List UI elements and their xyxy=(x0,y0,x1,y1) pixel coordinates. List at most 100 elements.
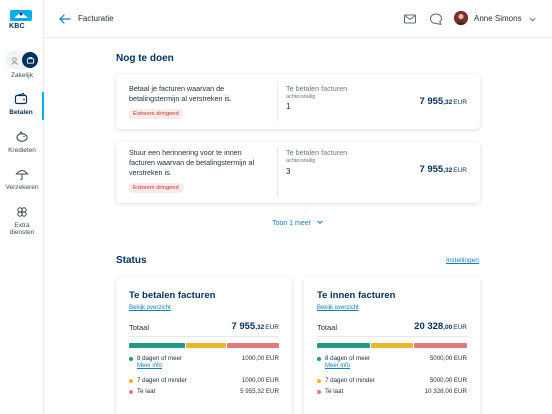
page-title: Facturatie xyxy=(78,14,114,23)
business-toggle-label: Zakelijk xyxy=(10,72,34,79)
legend-row: Te laat 5 955,32 EUR xyxy=(129,388,279,398)
private-mode-icon[interactable] xyxy=(7,53,21,67)
legend-dot-yellow xyxy=(129,379,133,383)
legend-label: Te laat xyxy=(325,388,344,395)
kbc-logo[interactable] xyxy=(9,9,33,33)
task-card[interactable]: Stuur een herinnering voor te innen fact… xyxy=(116,142,480,203)
top-header: Facturatie Anne Simons xyxy=(44,0,552,38)
back-arrow-icon[interactable] xyxy=(58,12,72,26)
legend-label: 8 dagen of meer xyxy=(137,355,183,362)
sidebar-item-label: Kredieten xyxy=(8,147,36,154)
total-main: 7 955 xyxy=(231,321,256,332)
bar-segment-late xyxy=(413,343,467,348)
legend-value: 5000,00 EUR xyxy=(429,355,467,362)
kbc-logo-text: KBC xyxy=(9,23,25,30)
status-card-title: Te betalen facturen xyxy=(129,290,216,301)
bar-segment-7-days-or-less xyxy=(371,343,413,348)
task-column-label: Te betalen facturen xyxy=(286,148,348,157)
task-amount: 7 955,32EUR xyxy=(419,96,467,107)
card-separator xyxy=(129,336,279,337)
total-label: Totaal xyxy=(317,323,338,332)
sidebar-item-extra-diensten[interactable]: Extra diensten xyxy=(0,205,44,236)
legend-value: 5 955,32 EUR xyxy=(240,388,279,395)
sidebar-item-kredieten[interactable]: Kredieten xyxy=(0,130,44,154)
task-column-sublabel: achterstallig xyxy=(286,94,316,100)
status-bar xyxy=(129,343,279,348)
legend-label: 7 dagen of minder xyxy=(325,377,375,384)
kbc-logo-icon xyxy=(10,10,32,21)
legend-row: 8 dagen of meer 1000,00 EUR Meer info xyxy=(129,355,279,369)
task-description: Betaal je facturen waarvan de betalingst… xyxy=(129,84,232,103)
show-more-button[interactable]: Toon 1 meer xyxy=(116,218,480,227)
user-avatar[interactable] xyxy=(454,11,468,25)
umbrella-icon xyxy=(15,169,29,181)
total-decimals: ,32 xyxy=(255,324,265,331)
bar-segment-8-days-plus xyxy=(129,343,186,348)
chevron-down-icon[interactable] xyxy=(528,15,537,24)
business-mode-icon[interactable] xyxy=(22,52,38,68)
task-column-sublabel: achterstallig xyxy=(286,158,316,164)
legend-dot-green xyxy=(129,357,133,361)
sidebar-item-label: Betalen xyxy=(9,109,33,116)
view-overview-link[interactable]: Bekijk overzicht xyxy=(317,305,359,311)
total-currency: EUR xyxy=(453,324,467,331)
legend-row: 7 dagen of minder 1000,00 EUR xyxy=(129,377,279,387)
sidebar-item-label: diensten xyxy=(9,229,35,236)
status-card-receivables: Te innen facturen Bekijk overzicht Totaa… xyxy=(304,277,480,414)
amount-currency: EUR xyxy=(453,99,467,106)
settings-link[interactable]: Instellingen xyxy=(446,257,479,264)
more-info-link[interactable]: Meer info xyxy=(325,363,351,369)
sidebar: KBC Zakelijk Betalen Kredieten Verzekere… xyxy=(0,0,44,414)
invoice-count: 1 xyxy=(286,102,291,111)
status-section-title: Status xyxy=(116,255,147,266)
legend-dot-yellow xyxy=(317,379,321,383)
piggy-bank-icon xyxy=(16,131,28,142)
legend-row: Te laat 10 328,00 EUR xyxy=(317,388,467,398)
total-amount: 20 328,00EUR xyxy=(414,321,467,332)
amount-decimals: ,32 xyxy=(443,167,453,174)
legend-value: 1000,00 EUR xyxy=(241,377,279,384)
legend-label: 7 dagen of minder xyxy=(137,377,187,384)
more-info-link[interactable]: Meer info xyxy=(137,363,163,369)
view-overview-link[interactable]: Bekijk overzicht xyxy=(129,305,171,311)
bar-segment-7-days-or-less xyxy=(186,343,227,348)
legend-label: Te laat xyxy=(137,388,156,395)
status-card-title: Te innen facturen xyxy=(317,290,396,301)
legend-value: 1000,00 EUR xyxy=(241,355,279,362)
task-amount: 7 955,32EUR xyxy=(419,164,467,175)
sidebar-item-label: Extra xyxy=(14,222,30,229)
total-main: 20 328 xyxy=(414,321,444,332)
business-toggle[interactable] xyxy=(5,51,39,69)
status-card-payables: Te betalen facturen Bekijk overzicht Tot… xyxy=(116,277,292,414)
legend-dot-red xyxy=(129,390,133,394)
sidebar-item-verzekeren[interactable]: Verzekeren xyxy=(0,167,44,191)
legend-value: 5000,00 EUR xyxy=(429,377,467,384)
urgency-badge: Extreem dringend xyxy=(129,109,183,119)
total-decimals: ,00 xyxy=(443,324,453,331)
card-separator xyxy=(317,336,467,337)
amount-main: 7 955 xyxy=(419,96,444,107)
chevron-down-icon xyxy=(317,220,323,224)
bar-segment-8-days-plus xyxy=(317,343,371,348)
amount-main: 7 955 xyxy=(419,164,444,175)
wallet-icon xyxy=(14,92,28,105)
extra-services-icon xyxy=(17,207,27,217)
legend-dot-red xyxy=(317,390,321,394)
legend-value: 10 328,00 EUR xyxy=(424,388,467,395)
task-card[interactable]: Betaal je facturen waarvan de betalingst… xyxy=(116,74,480,129)
legend-row: 8 dagen of meer 5000,00 EUR Meer info xyxy=(317,355,467,369)
sidebar-item-betalen[interactable]: Betalen xyxy=(0,92,44,120)
chat-icon[interactable] xyxy=(429,12,443,26)
total-label: Totaal xyxy=(129,323,150,332)
todo-section-title: Nog te doen xyxy=(116,53,174,64)
legend-row: 7 dagen of minder 5000,00 EUR xyxy=(317,377,467,387)
mail-icon[interactable] xyxy=(403,12,417,26)
card-divider xyxy=(277,148,278,197)
card-divider xyxy=(277,82,278,121)
total-amount: 7 955,32EUR xyxy=(231,321,279,332)
task-column-label: Te betalen facturen xyxy=(286,84,348,93)
legend-dot-green xyxy=(317,357,321,361)
invoice-count: 3 xyxy=(286,167,291,176)
user-name[interactable]: Anne Simons xyxy=(474,14,522,23)
urgency-badge: Extreem dringend xyxy=(129,183,183,193)
